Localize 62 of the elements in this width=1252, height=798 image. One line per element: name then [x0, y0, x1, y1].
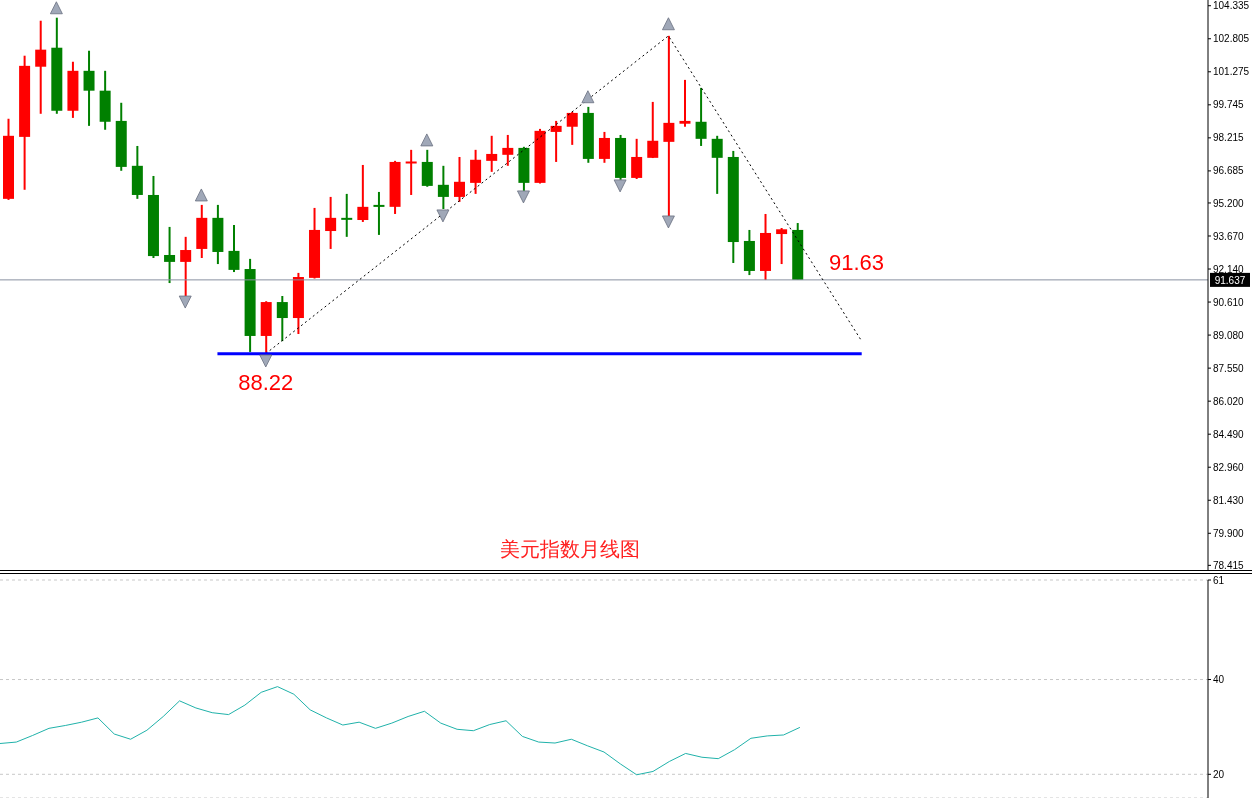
- point: [613, 179, 627, 193]
- candlestick: [373, 190, 385, 236]
- candlestick: [470, 148, 482, 195]
- y-tick-label: 99.745: [1213, 99, 1245, 111]
- line-series: [0, 686, 801, 776]
- point: [194, 188, 208, 202]
- annotation: 91.63: [829, 250, 885, 276]
- y-tick-label: 79.900: [1213, 527, 1245, 539]
- series-label: 88.22: [238, 369, 294, 395]
- y-tick-label: 87.550: [1213, 362, 1245, 374]
- candlestick: [453, 155, 465, 203]
- candlestick: [711, 134, 723, 195]
- point: [662, 17, 675, 31]
- y-tick-label: 20: [1213, 768, 1225, 780]
- point: [436, 209, 450, 223]
- point: [662, 215, 675, 229]
- y-tick-label: 89.080: [1213, 329, 1245, 341]
- candlestick: [679, 78, 691, 128]
- candlestick: [486, 134, 498, 173]
- y-tick-label: 90.610: [1213, 296, 1245, 308]
- y-tick-label: 95.200: [1213, 197, 1245, 209]
- candlestick: [695, 86, 707, 147]
- candlestick: [325, 195, 337, 250]
- y-tick-label: 81.430: [1213, 494, 1245, 506]
- candlestick: [276, 295, 288, 343]
- point: [517, 190, 530, 204]
- y-tick-label: 96.685: [1213, 165, 1245, 177]
- candlestick: [437, 164, 449, 210]
- ref-line-label: 91.637: [1214, 274, 1246, 286]
- candlestick: [405, 148, 417, 196]
- y-tick-label: 86.020: [1213, 395, 1245, 407]
- candlestick: [35, 19, 47, 115]
- y-tick-label: 93.670: [1213, 230, 1245, 242]
- point: [49, 1, 63, 15]
- candlestick: [164, 225, 176, 285]
- y-tick-label: 102.805: [1213, 33, 1250, 45]
- candlestick: [421, 148, 433, 188]
- text: 美元指数月线图: [499, 537, 641, 562]
- y-tick-label: 40: [1213, 674, 1225, 686]
- y-tick-label: 101.275: [1213, 66, 1250, 78]
- candlestick: [631, 137, 643, 180]
- y-tick-label: 104.335: [1213, 0, 1250, 12]
- point: [581, 90, 595, 104]
- candlestick: [341, 192, 353, 238]
- y-tick-label: 78.415: [1213, 559, 1245, 571]
- y-tick-label: 82.960: [1213, 461, 1245, 473]
- point: [259, 354, 273, 368]
- candlestick: [647, 100, 659, 160]
- point: [178, 295, 192, 309]
- candlestick: [598, 130, 610, 164]
- candlestick: [502, 133, 514, 167]
- candlestick: [566, 110, 578, 146]
- y-tick-label: 84.490: [1213, 428, 1245, 440]
- candlestick: [550, 119, 562, 163]
- y-tick-label: 92.140: [1213, 263, 1245, 275]
- point: [420, 133, 434, 147]
- y-tick-label: 61: [1213, 574, 1225, 586]
- candlestick: [776, 227, 788, 266]
- y-tick-label: 98.215: [1213, 132, 1245, 144]
- candlestick: [357, 163, 369, 223]
- candlestick: [228, 223, 240, 274]
- candlestick: [83, 49, 95, 127]
